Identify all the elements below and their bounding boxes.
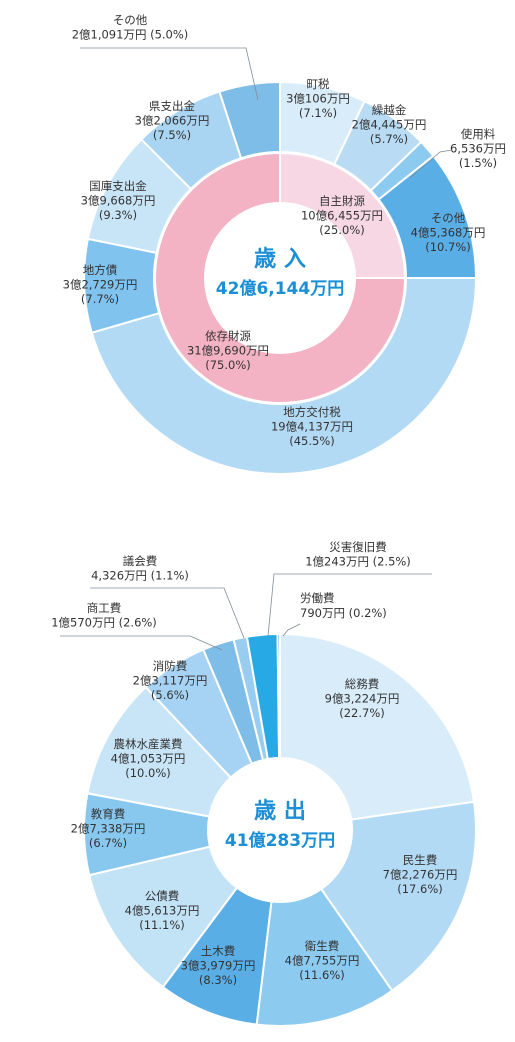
revenue-inner-0-label: 自主財源 10億6,455万円(25.0%) bbox=[301, 194, 383, 237]
expenditure-slice-0 bbox=[279, 632, 476, 821]
expenditure-center-disc bbox=[209, 759, 351, 901]
expenditure-6-label: 農林水産業費 4億1,053万円(10.0%) bbox=[111, 737, 186, 780]
revenue-inner-slice-1 bbox=[154, 151, 407, 404]
expenditure-5-label: 教育費 2億7,338万円(6.7%) bbox=[71, 807, 146, 850]
expenditure-3-label: 土木費 3億3,979万円(8.3%) bbox=[181, 944, 256, 987]
expenditure-9-leader bbox=[90, 587, 245, 639]
revenue-outer-8-leader bbox=[80, 47, 259, 101]
expenditure-2-label: 衛生費 4億7,755万円(11.6%) bbox=[285, 939, 360, 982]
revenue-inner-1-label: 依存財源 31億9,690万円(75.0%) bbox=[187, 329, 269, 372]
expenditure-chart: 歳 出 41億283万円 bbox=[83, 632, 477, 1027]
revenue-inner-slice-0 bbox=[279, 151, 407, 279]
revenue-outer-7-label: 県支出金 3億2,066万円(7.5%) bbox=[135, 99, 210, 142]
expenditure-1-label: 民生費 7億2,276万円(17.6%) bbox=[383, 853, 458, 896]
revenue-outer-8-label: その他 2億1,091万円 (5.0%) bbox=[72, 13, 189, 42]
revenue-outer-3-label: その他 4億5,368万円(10.7%) bbox=[411, 211, 486, 254]
expenditure-9-label: 議会費 4,326万円 (1.1%) bbox=[91, 554, 189, 583]
revenue-title: 歳 入 bbox=[254, 247, 306, 272]
revenue-outer-0-label: 町税 3億106万円(7.1%) bbox=[286, 77, 350, 120]
expenditure-8-leader bbox=[60, 635, 223, 651]
revenue-outer-2-leader bbox=[409, 149, 453, 179]
expenditure-10-label: 災害復旧費 1億243万円 (2.5%) bbox=[305, 540, 411, 569]
expenditure-8-label: 商工費 1億570万円 (2.6%) bbox=[51, 601, 157, 630]
revenue-outer-5-label: 地方債 3億2,729万円(7.7%) bbox=[63, 263, 138, 306]
expenditure-total: 41億283万円 bbox=[225, 830, 335, 851]
expenditure-slice-2 bbox=[255, 887, 394, 1027]
expenditure-11-value-label: 790万円 (0.2%) bbox=[300, 606, 387, 620]
chart-labels: 自主財源 10億6,455万円(25.0%) 依存財源 31億9,690万円(75.0… bbox=[51, 13, 506, 987]
expenditure-4-label: 公債費 4億5,613万円(11.1%) bbox=[125, 889, 200, 932]
revenue-outer-2-label: 使用料 6,536万円(1.5%) bbox=[450, 127, 506, 170]
revenue-center-disc bbox=[206, 204, 354, 352]
revenue-outer-1-label: 繰越金 2億4,445万円(5.7%) bbox=[352, 103, 427, 146]
expenditure-11-leader bbox=[282, 623, 301, 637]
revenue-outer-6-label: 国庫支出金 3億9,668万円(9.3%) bbox=[81, 179, 156, 222]
revenue-outer-4-label: 地方交付税 19億4,137万円(45.5%) bbox=[271, 405, 353, 448]
expenditure-7-label: 消防費 2億3,117万円(5.6%) bbox=[133, 659, 208, 702]
expenditure-title: 歳 出 bbox=[254, 799, 306, 824]
expenditure-slice-11 bbox=[276, 632, 281, 760]
revenue-chart: 歳 入 42億6,144万円 bbox=[83, 80, 478, 476]
expenditure-11-name-label: 労働費 bbox=[300, 591, 335, 605]
expenditure-10-leader bbox=[267, 573, 432, 637]
expenditure-0-label: 総務費 9億3,224万円(22.7%) bbox=[325, 677, 400, 720]
revenue-total: 42億6,144万円 bbox=[216, 278, 344, 299]
